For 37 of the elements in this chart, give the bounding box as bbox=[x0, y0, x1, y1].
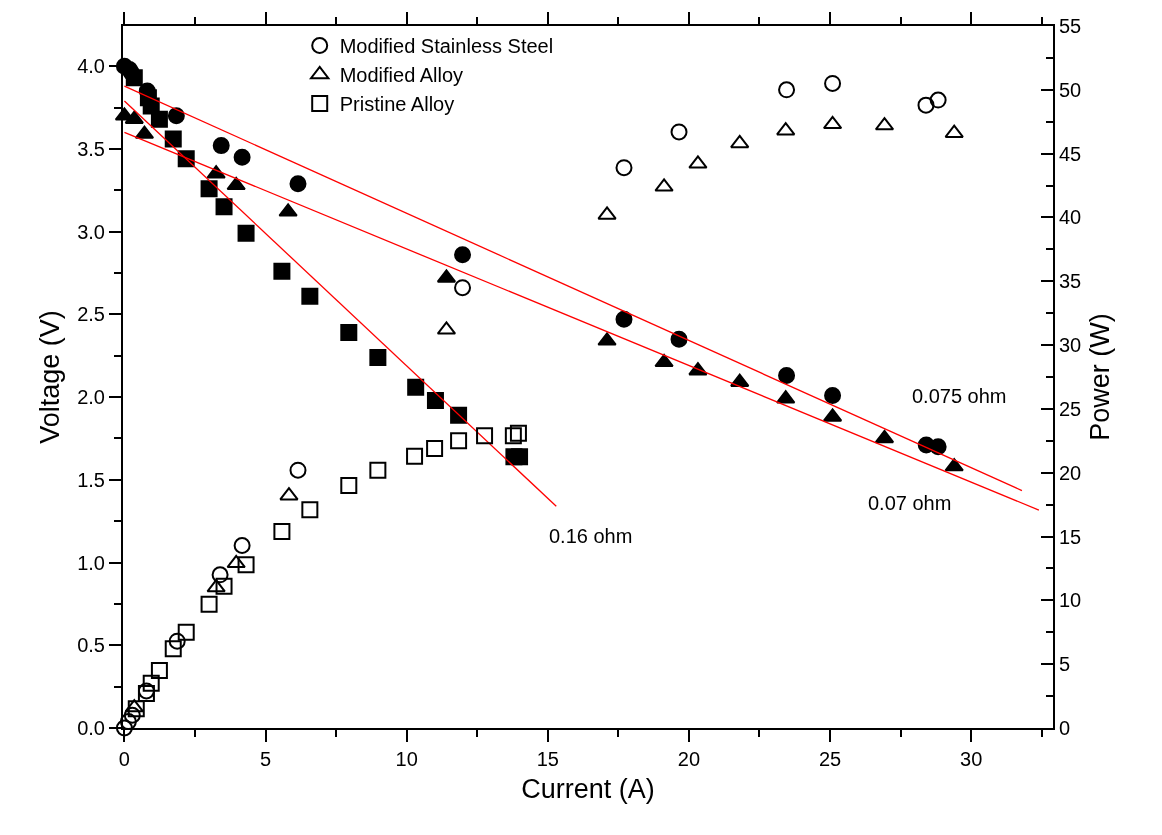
x-tick-label: 15 bbox=[536, 748, 559, 770]
y2-tick-label: 45 bbox=[1059, 142, 1082, 165]
y-tick-label: 2.5 bbox=[77, 303, 105, 326]
y2-tick-label: 35 bbox=[1059, 270, 1082, 293]
annotation: 0.07 ohm bbox=[868, 492, 952, 514]
y2-tick-label: 40 bbox=[1059, 206, 1082, 229]
x-tick-label: 30 bbox=[960, 748, 983, 770]
y-tick-label: 4.0 bbox=[77, 55, 105, 78]
y-tick-label: 0.5 bbox=[77, 634, 105, 657]
y2-tick-label: 55 bbox=[1059, 15, 1082, 37]
y-tick-label: 3.0 bbox=[77, 220, 105, 243]
y2-tick-label: 25 bbox=[1059, 397, 1082, 420]
annotation: 0.075 ohm bbox=[912, 385, 1007, 407]
y2-axis-title: Power (W) bbox=[1085, 313, 1116, 441]
y-tick-label: 1.0 bbox=[77, 551, 105, 574]
y2-tick-label: 20 bbox=[1059, 461, 1082, 484]
legend-label: Pristine Alloy bbox=[339, 93, 455, 116]
y-tick-label: 0.0 bbox=[77, 717, 105, 739]
annotation: 0.16 ohm bbox=[549, 525, 633, 547]
y2-tick-label: 10 bbox=[1059, 589, 1082, 612]
y2-tick-label: 15 bbox=[1059, 525, 1082, 548]
y2-tick-label: 30 bbox=[1059, 334, 1082, 357]
legend-label: Modified Stainless Steel bbox=[339, 35, 554, 58]
y-tick-label: 1.5 bbox=[77, 468, 105, 491]
x-tick-label: 20 bbox=[677, 748, 701, 770]
y2-tick-label: 50 bbox=[1059, 78, 1082, 101]
y-tick-label: 3.5 bbox=[77, 137, 105, 160]
x-tick-label: 5 bbox=[259, 748, 272, 770]
legend-label: Modified Alloy bbox=[339, 64, 464, 87]
x-tick-label: 25 bbox=[818, 748, 842, 770]
y-tick-label: 2.0 bbox=[77, 386, 105, 409]
y-axis-title: Voltage (V) bbox=[34, 310, 65, 444]
x-axis-title: Current (A) bbox=[521, 773, 655, 804]
x-tick-label: 0 bbox=[118, 748, 130, 770]
y2-tick-label: 0 bbox=[1059, 717, 1071, 739]
y2-tick-label: 5 bbox=[1059, 653, 1071, 676]
x-tick-label: 10 bbox=[395, 748, 418, 770]
